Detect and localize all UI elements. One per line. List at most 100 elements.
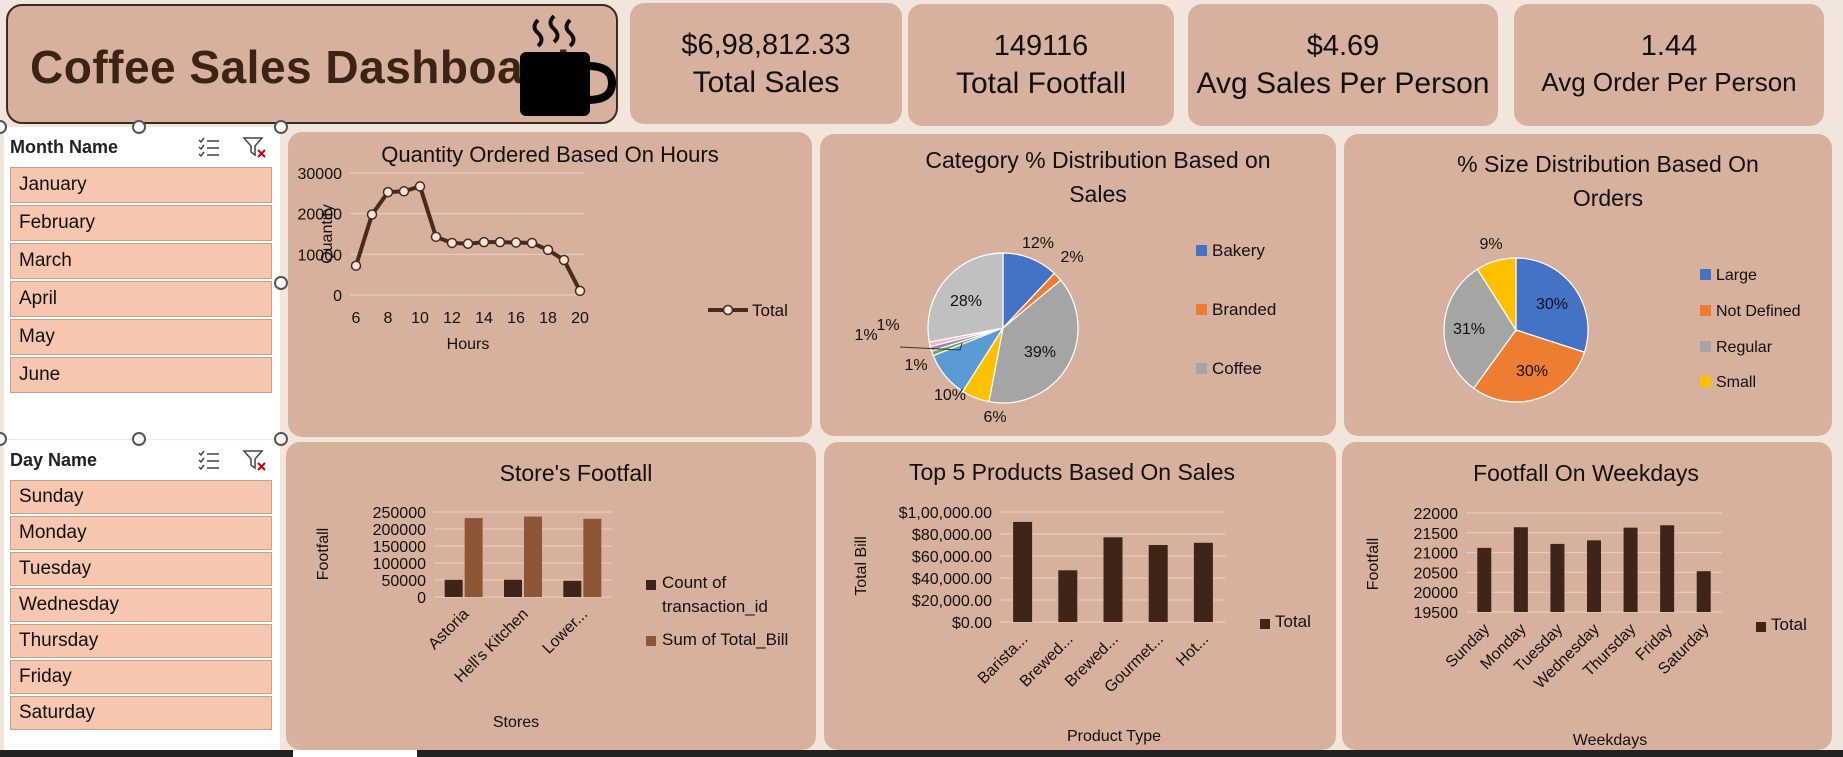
kpi-label: Avg Order Per Person — [1541, 67, 1797, 97]
category-distribution-chart: Category % Distribution Based on Sales 12%… — [854, 147, 1276, 426]
kpi-value: $4.69 — [1306, 30, 1380, 62]
slicer-item-june[interactable]: June — [10, 357, 272, 393]
resize-handle[interactable] — [0, 120, 7, 134]
slicer-item-saturday[interactable]: Saturday — [10, 696, 272, 730]
bar — [1550, 543, 1565, 612]
y-tick-label: $80,000.00 — [912, 527, 992, 544]
bar — [1193, 542, 1213, 622]
kpi-avg-sales-per-person: $4.69 Avg Sales Per Person — [1188, 4, 1498, 126]
data-point — [494, 236, 506, 248]
data-point — [414, 181, 426, 192]
kpi-label: Avg Sales Per Person — [1196, 67, 1490, 100]
slicer-item-monday[interactable]: Monday — [10, 516, 272, 550]
multi-select-icon[interactable] — [197, 136, 221, 158]
data-label: 30% — [1516, 363, 1548, 380]
y-axis-label: Quantity — [319, 204, 336, 264]
bar — [1623, 527, 1638, 612]
chart-title: Sales — [1069, 181, 1127, 207]
chart-title: Footfall On Weekdays — [1473, 460, 1699, 486]
resize-handle[interactable] — [274, 120, 288, 134]
y-tick-label: 20000 — [1414, 585, 1459, 602]
data-label: 39% — [1024, 344, 1056, 361]
slicer-header: Day Name — [4, 440, 280, 480]
resize-handle[interactable] — [274, 432, 288, 446]
legend-swatch — [1260, 619, 1270, 629]
slicer-item-friday[interactable]: Friday — [10, 660, 272, 694]
bar — [1660, 525, 1675, 612]
data-label: 2% — [1060, 249, 1083, 266]
legend-swatch — [1756, 622, 1766, 632]
legend-label: Total — [1771, 615, 1807, 634]
kpi-label: Total Sales — [692, 66, 840, 99]
multi-select-icon[interactable] — [197, 449, 221, 471]
slicer-item-february[interactable]: February — [10, 205, 272, 241]
y-tick-label: 22000 — [1414, 506, 1459, 523]
legend-label: Large — [1716, 267, 1757, 284]
slicer-title: Day Name — [10, 450, 98, 470]
slicer-item-march[interactable]: March — [10, 243, 272, 279]
y-tick-label: $20,000.00 — [912, 593, 992, 610]
y-tick-label: 250000 — [373, 505, 426, 522]
resize-handle[interactable] — [132, 432, 146, 446]
x-tick-label: 12 — [443, 310, 461, 327]
bar — [524, 516, 542, 597]
legend-swatch — [646, 636, 656, 646]
bar — [504, 579, 522, 597]
data-point — [350, 260, 362, 271]
top-products-panel: Top 5 Products Based On Sales $0.00 $20,00… — [824, 442, 1336, 750]
bar — [1103, 537, 1123, 622]
kpi-avg-order-per-person: 1.44 Avg Order Per Person — [1514, 4, 1824, 126]
chart-title: Quantity Ordered Based On Hours — [381, 142, 719, 167]
clear-filter-icon[interactable] — [242, 136, 268, 160]
resize-handle[interactable] — [132, 120, 146, 134]
leader-line — [899, 342, 963, 351]
pie-slice — [1476, 257, 1517, 333]
data-label: 1% — [854, 327, 877, 344]
month-slicer[interactable]: Month Name January February March April … — [4, 127, 280, 439]
legend-swatch — [1196, 363, 1207, 374]
bar — [1587, 540, 1601, 612]
clear-filter-icon[interactable] — [242, 449, 268, 473]
kpi-value: 149116 — [993, 30, 1089, 62]
resize-handle[interactable] — [0, 432, 7, 446]
slicer-item-april[interactable]: April — [10, 281, 272, 317]
data-point — [366, 209, 378, 220]
y-tick-label: 50000 — [382, 573, 427, 590]
sheet-tab[interactable] — [293, 750, 417, 757]
x-tick-label: Lower... — [540, 606, 592, 658]
x-axis-label: Stores — [493, 714, 539, 731]
y-tick-label: 150000 — [373, 539, 426, 556]
chart-title: Category % Distribution Based on — [925, 147, 1270, 173]
resize-handle[interactable] — [274, 276, 288, 290]
data-label: 6% — [983, 409, 1006, 426]
x-tick-label: 16 — [507, 310, 525, 327]
x-tick-label: 20 — [571, 310, 589, 327]
slicer-item-sunday[interactable]: Sunday — [10, 480, 272, 514]
slicer-item-wednesday[interactable]: Wednesday — [10, 588, 272, 622]
pie-slice — [1472, 329, 1586, 403]
data-point — [558, 254, 570, 266]
y-tick-label: 21000 — [1414, 546, 1459, 563]
legend-label: Total — [752, 301, 788, 320]
legend-label: Total — [1275, 612, 1311, 631]
data-point — [430, 231, 442, 243]
store-footfall-panel: Store's Footfall 0 50000 100000 150000 200000… — [286, 442, 816, 750]
chart-title: % Size Distribution Based On — [1457, 151, 1759, 177]
day-slicer[interactable]: Day Name Sunday Monday Tuesday Wednesday… — [4, 440, 280, 750]
bar — [1696, 571, 1711, 612]
x-tick-label: Astoria — [425, 606, 472, 653]
legend-swatch — [1196, 304, 1207, 315]
slicer-item-thursday[interactable]: Thursday — [10, 624, 272, 658]
y-tick-label: 20000 — [298, 207, 343, 224]
slicer-item-tuesday[interactable]: Tuesday — [10, 552, 272, 586]
data-point — [526, 237, 538, 249]
bar — [563, 580, 582, 597]
chart-title: Orders — [1573, 185, 1643, 211]
store-footfall-chart: Store's Footfall 050000100000150000200000… — [315, 460, 788, 731]
x-axis-label: Hours — [447, 336, 490, 353]
slicer-item-may[interactable]: May — [10, 319, 272, 355]
slicer-item-january[interactable]: January — [10, 167, 272, 203]
x-tick-label: 14 — [475, 310, 493, 327]
bar — [444, 579, 463, 597]
legend-label: Sum of Total_Bill — [662, 630, 788, 649]
